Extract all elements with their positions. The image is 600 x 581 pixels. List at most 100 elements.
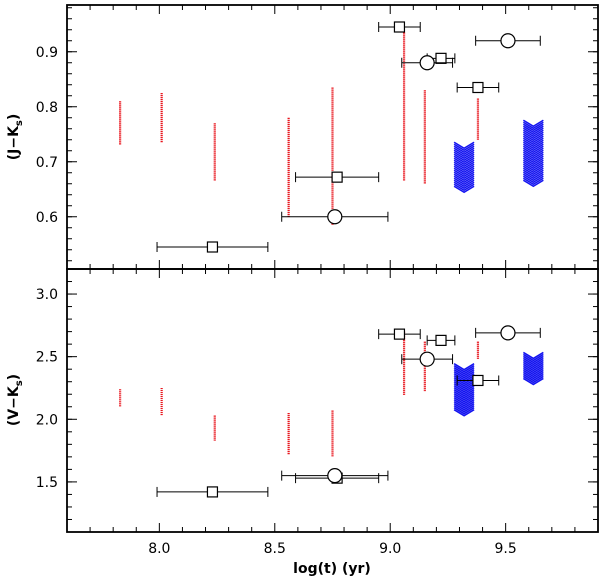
- model-blue-point: [522, 173, 544, 182]
- model-blue-point: [453, 396, 475, 405]
- bottom-circle-point: [419, 351, 435, 367]
- model-blue-point: [522, 123, 544, 132]
- model-blue-point: [522, 159, 544, 168]
- top-model-blue-points: [453, 141, 475, 194]
- top-square-point: [472, 81, 484, 94]
- bottom-panel-frame: [66, 268, 599, 533]
- bottom-y-tick-label: 2.0: [36, 412, 58, 428]
- model-blue-point: [453, 384, 475, 393]
- top-circle-point: [327, 209, 343, 225]
- bottom-y-tick-label: 2.5: [36, 350, 58, 366]
- bottom-square-point: [435, 334, 447, 346]
- model-blue-point: [522, 179, 544, 188]
- model-blue-point: [522, 149, 544, 158]
- model-blue-point: [453, 366, 475, 375]
- bottom-y-axis-label: (V−Ks): [6, 374, 25, 426]
- top-circle-point: [500, 33, 516, 49]
- model-blue-point: [522, 367, 544, 376]
- model-blue-point: [522, 163, 544, 172]
- bottom-model-blue-points: [453, 362, 475, 417]
- model-blue-point: [453, 398, 475, 407]
- model-blue-point: [522, 373, 544, 382]
- model-blue-point: [522, 147, 544, 156]
- model-blue-point: [522, 167, 544, 176]
- top-square-point: [393, 21, 406, 33]
- bottom-circle-point: [500, 325, 516, 341]
- model-blue-point: [453, 161, 475, 170]
- model-blue-point: [522, 359, 544, 368]
- bottom-y-tick-label: 1.5: [36, 475, 58, 491]
- model-blue-point: [453, 147, 475, 156]
- top-axis-ticks: 0.6 0.7 0.8 0.9: [36, 5, 599, 269]
- bottom-model-blue-points: [522, 351, 544, 386]
- model-blue-point: [522, 129, 544, 138]
- model-blue-point: [453, 141, 475, 150]
- model-blue-point: [522, 131, 544, 140]
- bottom-circle-point: [327, 468, 343, 484]
- x-tick-label: 9.5: [495, 541, 517, 557]
- model-blue-point: [522, 151, 544, 160]
- model-blue-point: [453, 404, 475, 413]
- model-blue-point: [522, 363, 544, 372]
- model-blue-point: [522, 157, 544, 166]
- model-blue-point: [453, 402, 475, 411]
- x-axis-label: log(t) (yr): [293, 561, 371, 577]
- model-blue-point: [453, 171, 475, 180]
- model-blue-point: [522, 143, 544, 152]
- model-blue-point: [522, 141, 544, 150]
- model-blue-point: [453, 183, 475, 192]
- model-blue-point: [522, 361, 544, 370]
- model-blue-point: [522, 127, 544, 136]
- model-blue-point: [522, 377, 544, 386]
- model-blue-point: [522, 153, 544, 162]
- model-blue-point: [522, 369, 544, 378]
- model-blue-point: [453, 173, 475, 182]
- model-blue-point: [453, 406, 475, 415]
- x-tick-label: 8.5: [264, 541, 286, 557]
- model-blue-point: [453, 143, 475, 152]
- top-model-blue-points: [522, 119, 544, 188]
- model-blue-point: [522, 165, 544, 174]
- model-blue-point: [453, 394, 475, 403]
- top-panel-frame: [66, 4, 599, 270]
- top-y-axis-label: (J−Ks): [6, 114, 25, 161]
- bottom-data-marks: [118, 325, 544, 498]
- model-blue-point: [522, 171, 544, 180]
- model-blue-point: [453, 400, 475, 409]
- top-data-marks: [118, 21, 544, 253]
- model-blue-point: [522, 139, 544, 148]
- model-blue-point: [453, 388, 475, 397]
- model-blue-point: [453, 165, 475, 174]
- model-blue-point: [453, 362, 475, 371]
- model-blue-point: [453, 370, 475, 379]
- top-square-point: [331, 171, 343, 183]
- model-blue-point: [522, 161, 544, 170]
- model-blue-point: [453, 151, 475, 160]
- model-blue-point: [453, 163, 475, 172]
- model-blue-point: [453, 364, 475, 373]
- model-blue-point: [522, 119, 544, 128]
- top-y-tick-label: 0.6: [36, 210, 58, 226]
- model-blue-point: [453, 382, 475, 391]
- x-tick-label: 8.0: [148, 541, 170, 557]
- model-blue-point: [453, 157, 475, 166]
- model-blue-point: [453, 145, 475, 154]
- model-blue-point: [453, 392, 475, 401]
- top-y-tick-label: 0.9: [36, 45, 58, 61]
- model-blue-point: [522, 371, 544, 380]
- bottom-square-point: [206, 486, 219, 498]
- bottom-square-point: [472, 374, 484, 387]
- model-blue-point: [522, 355, 544, 364]
- model-blue-point: [522, 155, 544, 164]
- bottom-panel: 8.0 8.5 9.0 9.5 1.5 2.0 2.5 3.0: [36, 268, 599, 557]
- model-blue-point: [453, 185, 475, 194]
- model-blue-point: [453, 408, 475, 417]
- model-blue-point: [453, 386, 475, 395]
- model-blue-point: [453, 167, 475, 176]
- model-blue-point: [522, 145, 544, 154]
- model-blue-point: [522, 351, 544, 360]
- x-tick-label: 9.0: [379, 541, 401, 557]
- model-blue-point: [522, 353, 544, 362]
- model-blue-point: [522, 169, 544, 178]
